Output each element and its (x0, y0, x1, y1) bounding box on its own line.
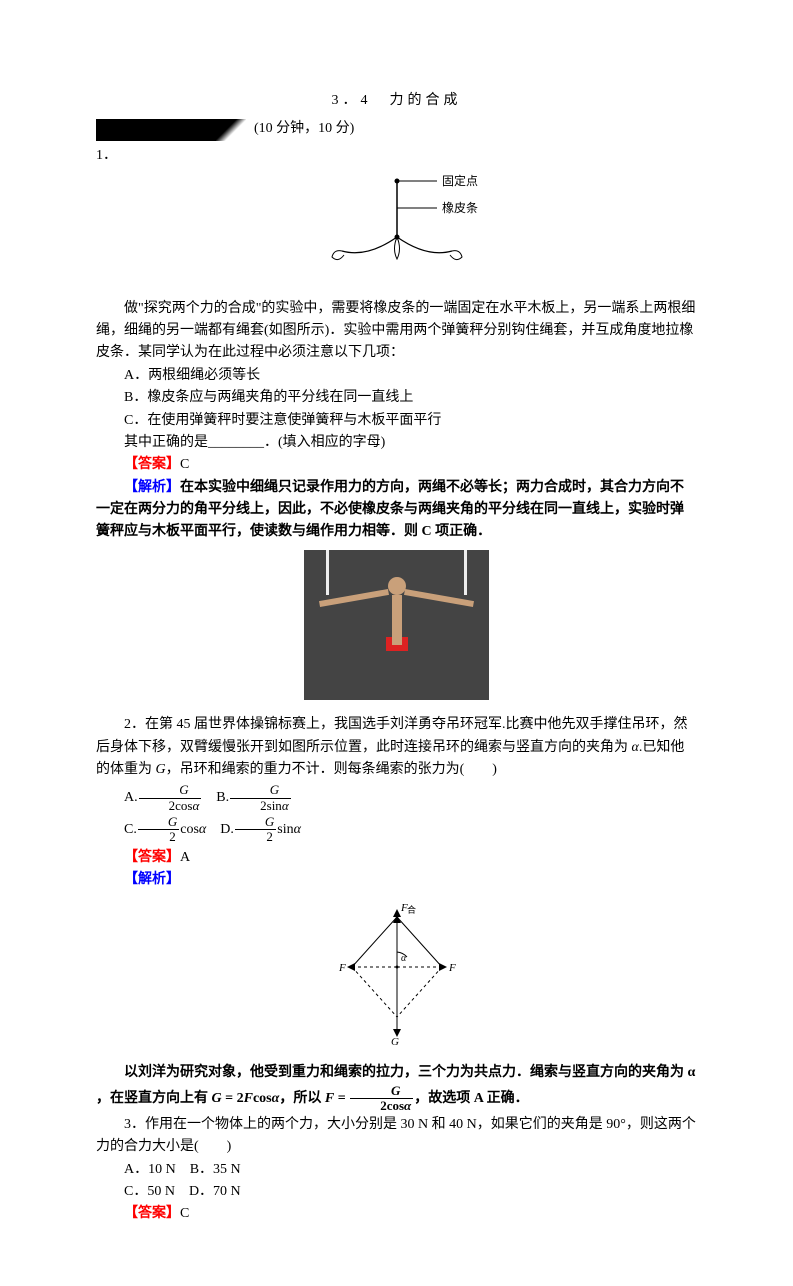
gymnast-image (304, 550, 489, 700)
svg-text:F: F (448, 962, 456, 974)
label-rubber: 橡皮条 (442, 201, 478, 215)
q2-frac-a: G2cosα (139, 783, 202, 813)
q2-opts-row1: A.G2cosα B.G2sinα (96, 783, 697, 813)
svg-text:α: α (401, 953, 407, 964)
q3-body: 3．作用在一个物体上的两个力，大小分别是 30 N 和 40 N，如果它们的夹角… (96, 1114, 697, 1159)
label-fixed: 固定点 (442, 173, 478, 188)
q2-frac-d: G2 (235, 815, 276, 845)
q1-opt-a: A．两根细绳必须等长 (96, 365, 697, 387)
explain-label: 【解析】 (124, 872, 180, 887)
q2-frac-c: G2 (138, 815, 179, 845)
q3-answer: C (180, 1206, 189, 1221)
question-1: 1． 固定点 橡皮条 做"探究两个力的合成"的实验中，需要将橡皮条的一端固定在水… (96, 145, 697, 544)
q2-photo (96, 550, 697, 708)
q1-exp-text: 在本实验中细绳只记录作用力的方向，两绳不必等长；两力合成时，其合力方向不一定在两… (96, 480, 684, 540)
q1-answer-line: 【答案】C (96, 454, 697, 476)
q1-answer: C (180, 457, 189, 472)
q3-answer-line: 【答案】C (96, 1203, 697, 1225)
q2-answer: A (180, 850, 190, 865)
q1-opt-b: B．橡皮条应与两绳夹角的平分线在同一直线上 (96, 387, 697, 409)
q2-explanation: 以刘洋为研究对象，他受到重力和绳索的拉力，三个力为共点力．绳索与竖直方向的夹角为… (96, 1062, 697, 1114)
q1-body: 做"探究两个力的合成"的实验中，需要将橡皮条的一端固定在水平木板上，另一端系上两… (96, 298, 697, 365)
q2-opt-b-label: B. (216, 790, 229, 805)
q2-eq1-lhs: G (212, 1091, 222, 1106)
q3-opts-1: A．10 N B．35 N (96, 1159, 697, 1181)
q1-opt-c: C．在使用弹簧秤时要注意使弹簧秤与木板平面平行 (96, 410, 697, 432)
q2-exp-mid: ，所以 (279, 1091, 321, 1106)
explain-label: 【解析】 (124, 480, 180, 495)
q2-explain-label-line: 【解析】 (96, 869, 697, 891)
q2-answer-line: 【答案】A (96, 847, 697, 869)
q2-g: G (156, 762, 166, 777)
q2-exp-post: ，故选项 A 正确． (414, 1091, 528, 1106)
page: 3．4 力的合成 (10 分钟，10 分) 1． 固定点 橡皮条 做"探究两个力 (0, 0, 793, 1286)
q2-eq2-frac: G2cosα (350, 1084, 413, 1114)
question-2: 2．在第 45 届世界体操锦标赛上，我国选手刘洋勇夺吊环冠军.比赛中他先双手撑住… (96, 714, 697, 1114)
q3-opts-2: C．50 N D．70 N (96, 1181, 697, 1203)
q1-explanation: 【解析】在本实验中细绳只记录作用力的方向，两绳不必等长；两力合成时，其合力方向不… (96, 477, 697, 544)
page-title: 3．4 力的合成 (96, 90, 697, 112)
question-3: 3．作用在一个物体上的两个力，大小分别是 30 N 和 40 N，如果它们的夹角… (96, 1114, 697, 1226)
q2-body: 2．在第 45 届世界体操锦标赛上，我国选手刘洋勇夺吊环冠军.比赛中他先双手撑住… (96, 714, 697, 781)
q2-frac-b: G2sinα (230, 783, 291, 813)
pen-icon (96, 119, 246, 141)
answer-label: 【答案】 (124, 1206, 180, 1221)
q1-number: 1． (96, 145, 697, 167)
q2-opt-d-label: D. (220, 822, 234, 837)
svg-text:G: G (391, 1036, 399, 1047)
q2-body-prefix: 2．在第 45 届世界体操锦标赛上，我国选手刘洋勇夺吊环冠军.比赛中他先双手撑住… (96, 717, 688, 754)
answer-label: 【答案】 (124, 850, 180, 865)
q2-opt-a-label: A. (124, 790, 138, 805)
q2-alpha: α (632, 740, 639, 755)
q2-opt-c-label: C. (124, 822, 137, 837)
svg-text:F: F (338, 962, 346, 974)
timer-row: (10 分钟，10 分) (96, 118, 697, 140)
answer-label: 【答案】 (124, 457, 180, 472)
q1-fill: 其中正确的是________．(填入相应的字母) (96, 432, 697, 454)
time-note: (10 分钟，10 分) (254, 118, 354, 140)
q2-force-diagram: F 合 F F G α (96, 897, 697, 1055)
q1-figure: 固定点 橡皮条 (96, 173, 697, 291)
svg-text:合: 合 (407, 904, 416, 915)
q2-body-suf2: ，吊环和绳索的重力不计．则每条绳索的张力为( ) (166, 762, 497, 777)
q2-opts-row2: C.G2cosα D.G2sinα (96, 815, 697, 845)
